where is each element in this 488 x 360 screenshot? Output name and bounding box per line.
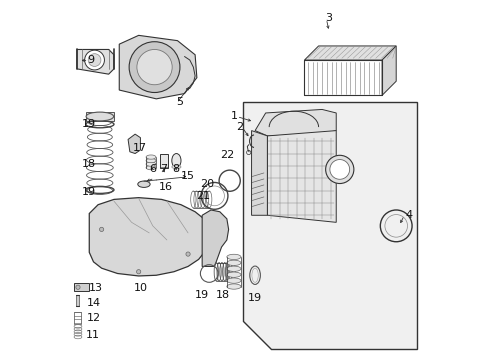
Text: 19: 19 [82, 118, 96, 129]
Polygon shape [304, 46, 395, 60]
Bar [86, 112, 113, 121]
Text: 7: 7 [160, 165, 166, 174]
Text: 20: 20 [200, 179, 214, 189]
Ellipse shape [226, 266, 241, 271]
Text: 10: 10 [133, 283, 147, 293]
Circle shape [185, 252, 190, 256]
Polygon shape [89, 198, 209, 276]
Text: 8: 8 [172, 165, 179, 174]
Text: 3: 3 [325, 13, 332, 23]
Ellipse shape [138, 181, 150, 188]
Ellipse shape [146, 162, 156, 166]
Ellipse shape [226, 278, 241, 283]
Text: 15: 15 [181, 171, 195, 181]
Circle shape [136, 270, 141, 274]
Text: 21: 21 [195, 191, 209, 201]
Ellipse shape [146, 166, 156, 170]
Text: 19: 19 [82, 187, 96, 197]
Ellipse shape [146, 155, 156, 159]
Text: 1: 1 [230, 112, 237, 121]
Polygon shape [202, 210, 228, 266]
Text: 5: 5 [175, 98, 183, 107]
Bar [74, 283, 88, 291]
Ellipse shape [171, 165, 181, 169]
Text: 17: 17 [132, 143, 146, 153]
Ellipse shape [226, 284, 241, 289]
Text: 16: 16 [159, 182, 173, 192]
Circle shape [137, 49, 172, 85]
Text: 18: 18 [82, 159, 96, 169]
Text: 6: 6 [149, 165, 156, 174]
Text: 9: 9 [87, 55, 95, 65]
Bar [76, 295, 79, 306]
Polygon shape [381, 46, 395, 95]
Circle shape [129, 42, 180, 93]
Text: 19: 19 [247, 293, 262, 303]
Text: 4: 4 [404, 210, 411, 220]
Circle shape [84, 50, 104, 70]
Ellipse shape [171, 153, 181, 168]
Text: 14: 14 [86, 298, 101, 309]
Circle shape [325, 155, 353, 184]
Text: 18: 18 [216, 290, 230, 300]
Polygon shape [242, 102, 417, 349]
Polygon shape [251, 131, 267, 215]
Polygon shape [304, 60, 381, 95]
Polygon shape [267, 131, 336, 222]
Text: 11: 11 [85, 330, 100, 340]
Circle shape [329, 159, 349, 179]
Bar [74, 312, 81, 324]
Circle shape [88, 54, 101, 66]
Ellipse shape [226, 260, 241, 265]
Ellipse shape [146, 158, 156, 163]
Text: 13: 13 [88, 283, 102, 293]
Ellipse shape [226, 272, 241, 277]
Text: 19: 19 [195, 290, 209, 300]
Text: 2: 2 [236, 122, 243, 132]
Ellipse shape [226, 254, 241, 260]
Polygon shape [128, 134, 140, 154]
Text: 12: 12 [86, 312, 101, 323]
Ellipse shape [86, 112, 113, 121]
Circle shape [76, 285, 80, 289]
Polygon shape [119, 35, 197, 99]
Circle shape [99, 227, 103, 231]
Polygon shape [77, 49, 114, 74]
Polygon shape [255, 109, 336, 136]
Bar [160, 153, 167, 168]
Text: 22: 22 [219, 150, 233, 160]
